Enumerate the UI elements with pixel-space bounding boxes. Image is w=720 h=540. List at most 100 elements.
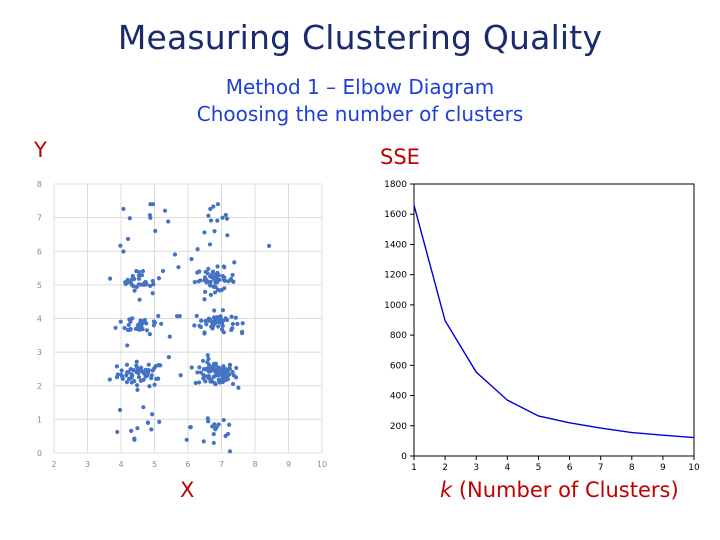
scatter-point	[136, 276, 142, 281]
scatter-point	[221, 277, 227, 282]
scatter-point	[128, 319, 133, 324]
elbow-x-tick-label: 5	[536, 463, 542, 473]
elbow-y-tick-label: 1600	[384, 210, 407, 220]
scatter-x-axis-label: X	[180, 478, 195, 502]
scatter-point	[121, 249, 126, 254]
scatter-point	[128, 367, 133, 372]
scatter-y-tick-label: 3	[37, 348, 42, 357]
scatter-point	[147, 332, 152, 337]
scatter-point	[125, 277, 130, 282]
elbow-y-tick-label: 1000	[384, 301, 407, 311]
scatter-point	[118, 319, 123, 324]
scatter-point	[205, 360, 210, 365]
scatter-point	[160, 268, 166, 274]
elbow-y-tick-label: 1800	[384, 180, 407, 190]
elbow-y-axis-label: SSE	[380, 145, 420, 169]
scatter-point	[149, 376, 154, 381]
scatter-y-tick-label: 8	[37, 180, 42, 189]
scatter-point	[189, 365, 194, 370]
scatter-point	[208, 206, 213, 212]
scatter-point	[138, 320, 143, 325]
scatter-point	[211, 204, 216, 209]
scatter-point	[207, 242, 213, 247]
scatter-point	[202, 230, 207, 235]
scatter-point	[140, 369, 145, 374]
scatter-point	[202, 275, 208, 280]
scatter-point	[212, 422, 217, 427]
scatter-point	[145, 373, 150, 378]
scatter-point	[143, 367, 148, 372]
scatter-point	[222, 286, 227, 291]
scatter-point	[134, 284, 139, 290]
scatter-point	[229, 314, 234, 319]
scatter-point	[134, 383, 140, 388]
scatter-x-tick-label: 10	[317, 460, 327, 469]
scatter-point	[215, 218, 220, 223]
elbow-x-axis-label-rest: (Number of Clusters)	[452, 478, 679, 502]
scatter-point	[149, 427, 154, 432]
scatter-point	[215, 264, 220, 269]
scatter-point	[188, 425, 193, 430]
scatter-point	[132, 437, 137, 442]
scatter-point	[217, 377, 222, 382]
scatter-point	[184, 437, 189, 442]
scatter-point	[200, 358, 206, 363]
scatter-point	[147, 213, 153, 218]
scatter-point	[205, 416, 210, 421]
scatter-point	[139, 326, 145, 331]
scatter-point	[150, 412, 155, 417]
scatter-x-tick-label: 5	[152, 460, 157, 469]
scatter-point	[217, 288, 223, 293]
scatter-point	[240, 321, 245, 326]
elbow-y-tick-label: 800	[390, 331, 407, 341]
scatter-point	[230, 272, 235, 278]
scatter-point	[202, 297, 207, 302]
scatter-point	[216, 422, 221, 427]
scatter-point	[159, 321, 164, 326]
scatter-x-tick-label: 7	[219, 460, 224, 469]
scatter-point	[213, 427, 218, 432]
scatter-point	[166, 219, 171, 224]
elbow-x-tick-label: 7	[598, 463, 604, 473]
elbow-y-tick-label: 0	[401, 452, 407, 462]
scatter-x-tick-label: 2	[51, 460, 56, 469]
scatter-point	[125, 343, 130, 348]
scatter-point	[203, 269, 208, 275]
scatter-point	[225, 368, 230, 373]
scatter-y-axis-label: Y	[34, 138, 47, 162]
scatter-point	[150, 202, 156, 207]
scatter-point	[231, 373, 236, 378]
scatter-point	[211, 440, 216, 446]
scatter-point	[113, 325, 118, 330]
scatter-point	[227, 449, 233, 454]
scatter-point	[144, 321, 149, 326]
scatter-point	[146, 362, 151, 367]
scatter-point	[195, 370, 200, 375]
scatter-point	[266, 243, 272, 248]
scatter-point	[232, 260, 237, 265]
scatter-point	[216, 365, 221, 370]
elbow-x-tick-label: 8	[629, 463, 635, 473]
scatter-point	[201, 372, 206, 378]
scatter-point	[122, 325, 127, 331]
scatter-point	[129, 372, 134, 377]
scatter-point	[134, 369, 139, 375]
scatter-point	[195, 247, 200, 252]
scatter-point	[193, 380, 198, 386]
scatter-point	[144, 328, 150, 333]
scatter-point	[197, 365, 202, 370]
scatter-point	[152, 382, 157, 387]
scatter-point	[206, 266, 211, 271]
scatter-point	[213, 277, 219, 282]
scatter-point	[146, 370, 151, 375]
scatter-point	[172, 252, 178, 257]
scatter-point	[136, 273, 141, 278]
scatter-point	[125, 370, 130, 375]
scatter-point	[224, 216, 230, 221]
scatter-point	[231, 279, 236, 284]
scatter-point	[203, 318, 208, 324]
scatter-point	[239, 330, 245, 336]
scatter-point	[135, 426, 140, 431]
scatter-point	[143, 279, 148, 284]
